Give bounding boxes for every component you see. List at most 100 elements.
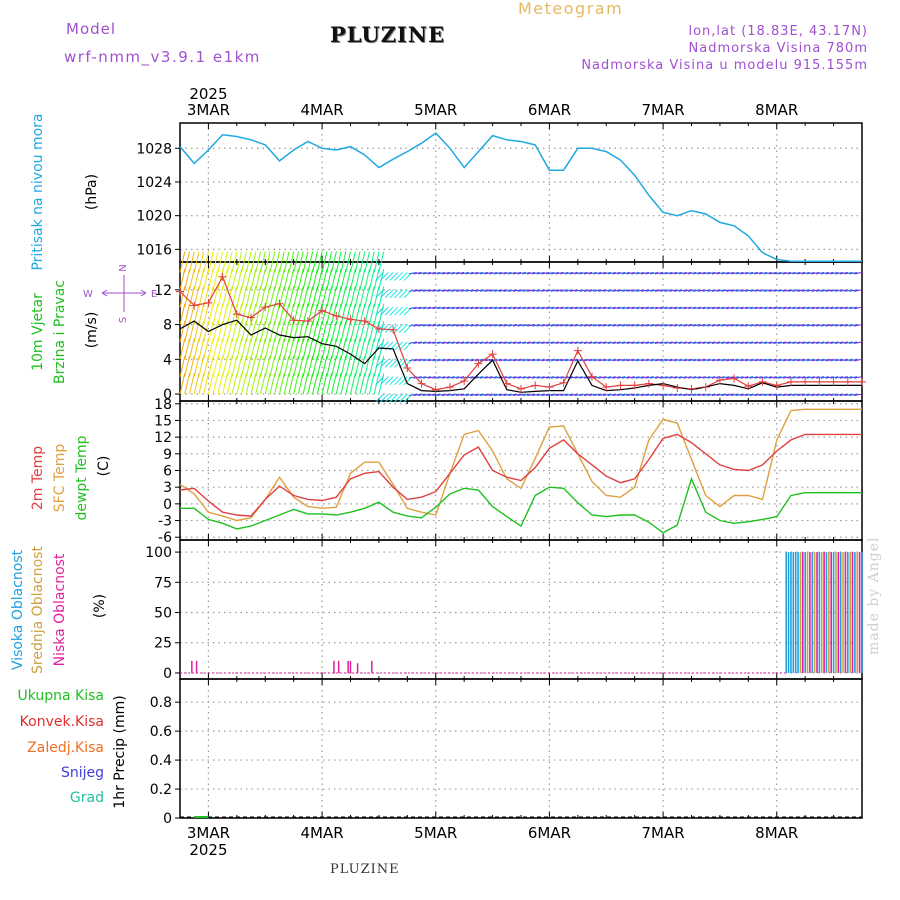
wind-arrow [673, 271, 683, 275]
wind-arrow [465, 306, 474, 310]
wind-arrow [375, 393, 385, 403]
wind-arrow [645, 358, 654, 362]
wind-arrow [588, 358, 597, 362]
wind-arrow [645, 393, 654, 397]
wind-arrow [782, 289, 792, 292]
wind-arrow [801, 271, 811, 275]
panel-wind: 0 4 8 12 [154, 261, 863, 403]
wind-arrow [245, 251, 252, 273]
wind-arrow [631, 376, 640, 379]
wind-arrow [673, 289, 683, 292]
wind-arrow [617, 271, 626, 275]
gust-marker [644, 379, 653, 388]
wind-arrow [716, 358, 725, 362]
wind-arrow [650, 376, 659, 379]
meteogram-label: Meteogram [518, 0, 624, 18]
wind-arrow [522, 341, 531, 345]
wind-arrow [607, 376, 616, 379]
wind-arrow [316, 321, 323, 343]
wind-arrow [763, 271, 773, 275]
wind-arrow [331, 338, 337, 360]
wind-arrow [768, 341, 777, 345]
gust-marker [744, 382, 753, 391]
wind-arrow [498, 271, 507, 275]
wind-arrow [754, 289, 763, 292]
y-tick-label: 3 [163, 480, 172, 496]
wind-arrow [470, 271, 479, 275]
wind-arrow [811, 376, 820, 379]
wind-arrow [389, 324, 399, 333]
wind-arrow [226, 373, 233, 395]
wind-arrow [730, 324, 739, 327]
wind-arrow [446, 376, 455, 379]
wind-arrow [312, 338, 318, 360]
day-label-bottom: 6MAR [528, 824, 571, 842]
wind-arrow [241, 355, 247, 377]
wind-arrow [816, 376, 825, 379]
wind-arrow [612, 271, 621, 275]
wind-arrow [255, 303, 262, 325]
wind-arrow [364, 321, 370, 343]
wind-arrow [297, 355, 304, 377]
wind-arrow [707, 341, 716, 345]
wind-arrow [583, 358, 593, 362]
wind-arrow [654, 324, 664, 327]
wind-arrow [484, 358, 493, 362]
wind-arrow [293, 373, 299, 395]
gust-marker [275, 299, 284, 308]
wind-arrow [640, 341, 649, 345]
wind-arrow [740, 306, 749, 310]
wind-arrow [546, 393, 555, 397]
wind-arrow [678, 393, 687, 397]
gust-marker [573, 346, 582, 355]
wind-arrow [422, 289, 432, 292]
wind-arrow [517, 393, 526, 397]
wind-arrow [536, 271, 545, 275]
wind-arrow [527, 289, 536, 292]
wind-arrow [759, 341, 768, 345]
wind-arrow [621, 324, 631, 327]
wind-arrow [806, 358, 815, 362]
wind-arrow [853, 376, 863, 379]
wind-arrow [531, 324, 541, 327]
wind-arrow [207, 303, 214, 325]
panel-frame [179, 678, 863, 819]
wind-arrow [302, 268, 309, 290]
gust-marker [460, 377, 469, 386]
wind-arrow [293, 338, 299, 360]
wind-arrow [711, 271, 721, 275]
wind-arrow [711, 376, 721, 379]
wind-arrow [593, 393, 602, 397]
cloud-axis-mid: Srednja Oblacnost [30, 546, 46, 674]
wind-arrow [721, 271, 730, 275]
wind-arrow [193, 286, 200, 308]
wind-arrow [797, 306, 806, 310]
wind-arrow [460, 289, 470, 292]
wind-arrow [269, 338, 276, 360]
wind-arrow [241, 286, 247, 308]
wind-arrow [378, 251, 385, 273]
wind-arrow [326, 338, 333, 360]
wind-arrow [269, 303, 276, 325]
wind-arrow [792, 358, 801, 362]
wind-arrow [484, 271, 493, 275]
wind-arrow [602, 393, 612, 397]
wind-arrow [489, 289, 498, 292]
y-tick-label: 1016 [136, 242, 172, 258]
wind-arrow [612, 358, 621, 362]
wind-arrow [730, 358, 739, 362]
wind-arrow [659, 271, 668, 275]
wind-arrow [350, 321, 356, 343]
wind-arrow [669, 393, 678, 397]
wind-arrow [408, 393, 417, 397]
wind-arrow [825, 306, 834, 310]
wind-arrow [744, 393, 754, 397]
wind-arrow [312, 268, 318, 290]
wind-arrow [413, 271, 422, 275]
elevation-label: Nadmorska Visina 780m [688, 41, 868, 56]
wind-arrow [697, 306, 706, 310]
wind-arrow [350, 355, 356, 377]
y-tick-label: 12 [154, 283, 172, 299]
